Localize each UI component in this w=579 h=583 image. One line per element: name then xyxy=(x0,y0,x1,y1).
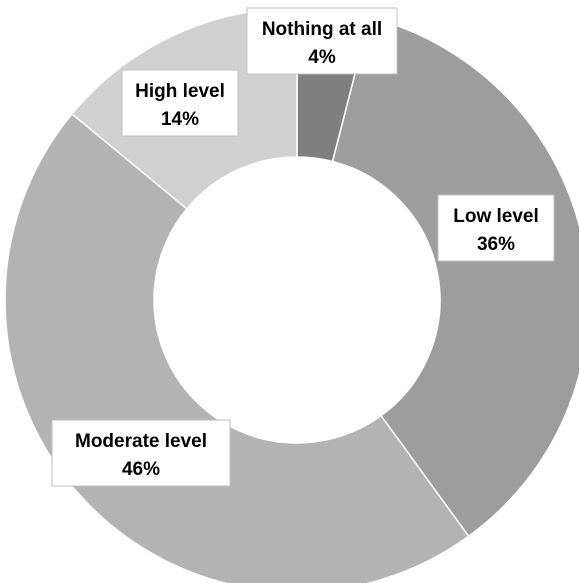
data-label-nothing-at-all: Nothing at all 4% xyxy=(247,8,397,74)
data-label-category: Nothing at all xyxy=(262,19,382,40)
data-label-low-level: Low level 36% xyxy=(438,195,554,261)
data-label-high-level: High level 14% xyxy=(122,70,238,136)
data-label-percent: 36% xyxy=(477,234,515,255)
data-label-percent: 4% xyxy=(308,47,336,68)
data-label-percent: 14% xyxy=(161,109,199,130)
data-label-moderate-level: Moderate level 46% xyxy=(52,420,230,486)
data-label-category: Low level xyxy=(453,206,539,227)
data-label-percent: 46% xyxy=(122,459,160,480)
data-label-category: Moderate level xyxy=(75,431,207,452)
data-label-category: High level xyxy=(135,81,225,102)
donut-slices xyxy=(5,8,579,583)
